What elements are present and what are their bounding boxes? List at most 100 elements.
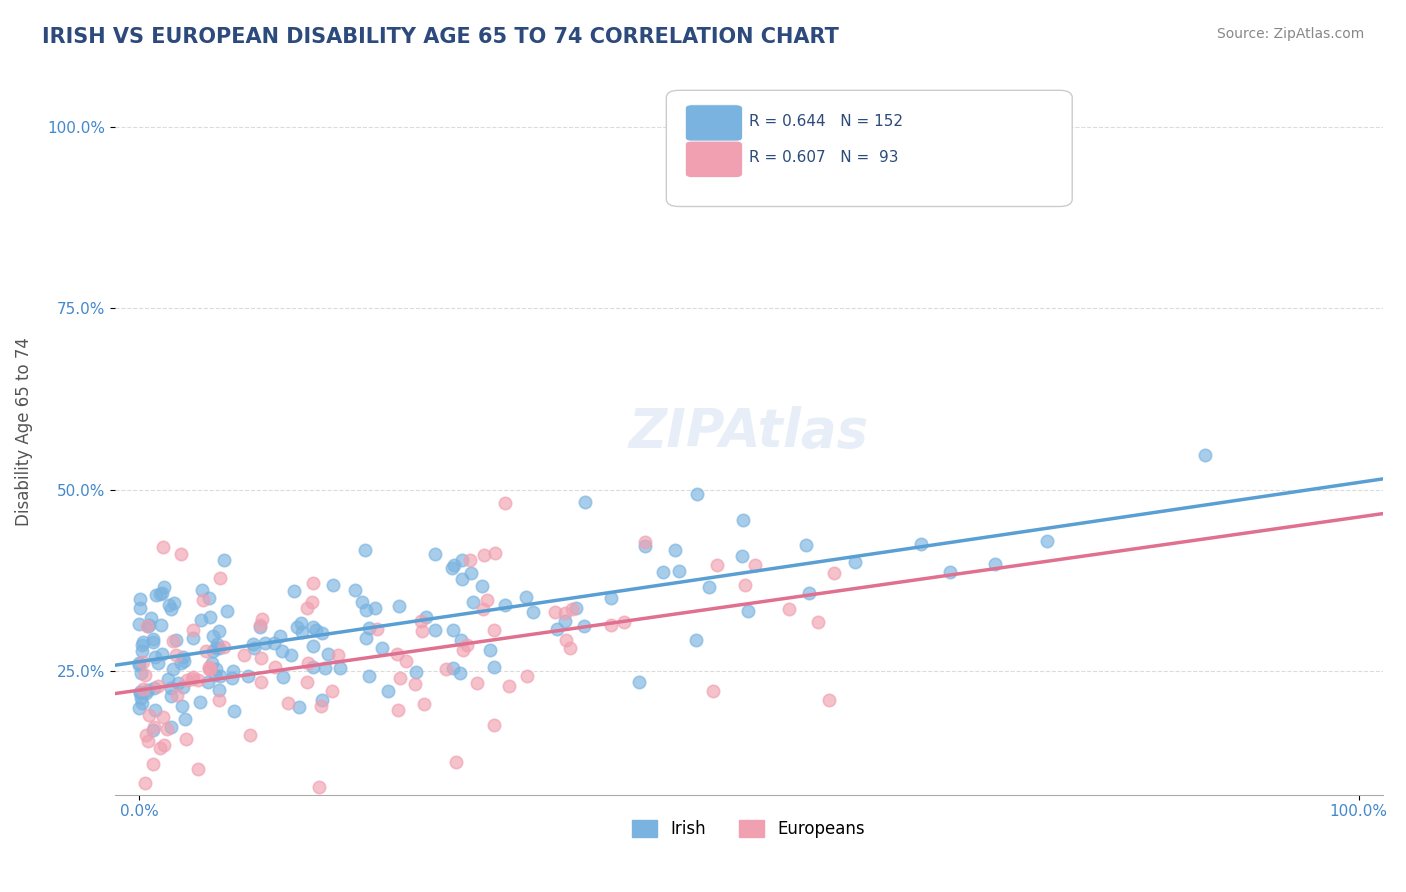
Europeans (156, 722, 179, 736)
Irish (169, 656, 191, 670)
Irish (146, 656, 169, 670)
Irish (343, 582, 366, 597)
Europeans (818, 693, 841, 707)
Irish (217, 604, 239, 618)
Irish (138, 618, 160, 632)
Irish (425, 623, 447, 637)
Irish (139, 611, 162, 625)
Irish (479, 643, 502, 657)
Europeans (301, 595, 323, 609)
Europeans (250, 650, 273, 665)
Irish (572, 619, 595, 633)
Irish (270, 644, 292, 658)
Irish (450, 632, 472, 647)
Irish (984, 558, 1007, 572)
Europeans (387, 702, 409, 716)
Irish (280, 648, 302, 662)
Europeans (212, 640, 235, 655)
Irish (143, 681, 166, 696)
Europeans (311, 699, 333, 714)
Irish (565, 601, 588, 615)
Europeans (494, 495, 516, 509)
FancyBboxPatch shape (685, 105, 742, 141)
Europeans (176, 731, 198, 746)
Europeans (395, 654, 418, 668)
Europeans (153, 738, 176, 752)
Irish (152, 580, 174, 594)
Irish (302, 620, 325, 634)
Europeans (444, 755, 467, 769)
Europeans (143, 720, 166, 734)
Europeans (176, 673, 198, 688)
Europeans (233, 648, 256, 663)
Irish (198, 610, 221, 624)
Irish (162, 662, 184, 676)
Europeans (472, 548, 495, 562)
Irish (163, 596, 186, 610)
Irish (354, 632, 377, 646)
Europeans (152, 541, 174, 555)
Europeans (295, 600, 318, 615)
Text: R = 0.607   N =  93: R = 0.607 N = 93 (749, 151, 898, 165)
Europeans (544, 605, 567, 619)
Irish (305, 624, 328, 638)
Irish (143, 650, 166, 665)
Irish (150, 648, 173, 662)
Irish (288, 700, 311, 714)
Irish (799, 586, 821, 600)
Irish (190, 613, 212, 627)
Europeans (702, 684, 724, 698)
Irish (554, 615, 576, 629)
Irish (737, 604, 759, 618)
Irish (357, 669, 380, 683)
Europeans (823, 566, 845, 580)
Irish (157, 598, 180, 612)
Irish (173, 713, 195, 727)
Irish (495, 599, 517, 613)
Irish (181, 631, 204, 645)
Irish (249, 620, 271, 634)
Irish (405, 665, 427, 679)
Text: ZIPAtlas: ZIPAtlas (628, 406, 869, 458)
Irish (129, 592, 152, 607)
Irish (136, 618, 159, 632)
Irish (731, 514, 754, 528)
Irish (443, 558, 465, 573)
Irish (440, 561, 463, 575)
Irish (172, 680, 194, 694)
Irish (263, 636, 285, 650)
Irish (634, 539, 657, 553)
Europeans (599, 618, 621, 632)
Europeans (149, 741, 172, 756)
Irish (204, 668, 226, 682)
Irish (451, 572, 474, 586)
Irish (329, 661, 352, 675)
Europeans (634, 535, 657, 549)
Irish (242, 637, 264, 651)
Europeans (152, 710, 174, 724)
Irish (208, 624, 231, 638)
Europeans (458, 553, 481, 567)
Europeans (162, 633, 184, 648)
Europeans (706, 558, 728, 572)
Irish (208, 682, 231, 697)
Europeans (264, 660, 287, 674)
Irish (546, 622, 568, 636)
Irish (441, 623, 464, 637)
Europeans (249, 618, 271, 632)
Irish (910, 537, 932, 551)
Irish (214, 553, 236, 567)
Europeans (250, 612, 273, 626)
Irish (208, 640, 231, 655)
Irish (290, 615, 312, 630)
Europeans (482, 623, 505, 637)
Irish (145, 588, 167, 602)
Europeans (198, 662, 221, 676)
Europeans (456, 638, 478, 652)
Irish (150, 585, 173, 599)
Europeans (366, 623, 388, 637)
Legend: Irish, Europeans: Irish, Europeans (626, 813, 872, 845)
Europeans (451, 642, 474, 657)
Irish (460, 566, 482, 580)
Europeans (198, 660, 221, 674)
